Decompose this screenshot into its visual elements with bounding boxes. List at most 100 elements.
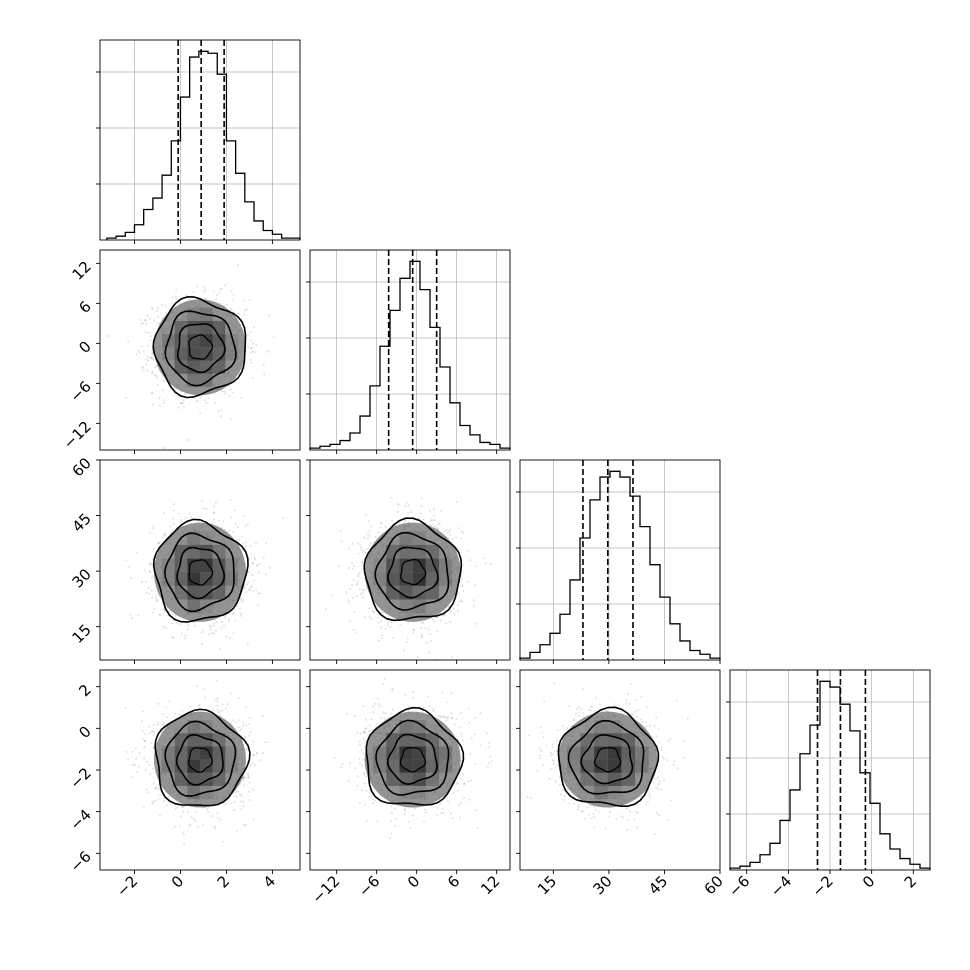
scatter-point bbox=[237, 696, 240, 699]
scatter-point bbox=[421, 635, 424, 638]
scatter-point bbox=[254, 558, 257, 561]
scatter-point bbox=[255, 564, 258, 567]
scatter-point bbox=[182, 810, 185, 813]
scatter-point bbox=[370, 618, 373, 621]
scatter-point bbox=[257, 571, 260, 574]
scatter-point bbox=[266, 350, 269, 353]
scatter-point bbox=[255, 343, 258, 346]
density-bin bbox=[174, 320, 188, 335]
axes-frame bbox=[519, 459, 721, 661]
scatter-point bbox=[150, 306, 153, 309]
scatter-point bbox=[254, 542, 257, 545]
scatter-point bbox=[137, 349, 140, 352]
scatter-point bbox=[432, 507, 435, 510]
scatter-point bbox=[175, 288, 178, 291]
scatter-point bbox=[162, 625, 165, 628]
scatter-point bbox=[251, 350, 254, 353]
scatter-point bbox=[209, 628, 212, 631]
histogram-step-line bbox=[106, 50, 301, 240]
scatter-point bbox=[162, 379, 165, 382]
scatter-point bbox=[208, 397, 211, 400]
scatter-point bbox=[407, 521, 410, 524]
scatter-point bbox=[249, 351, 252, 354]
scatter-point bbox=[243, 587, 246, 590]
scatter-point bbox=[213, 511, 216, 514]
scatter-point bbox=[216, 620, 219, 623]
scatter-point bbox=[177, 512, 180, 515]
scatter-point bbox=[430, 640, 433, 643]
scatter-point bbox=[174, 295, 177, 298]
scatter-point bbox=[455, 536, 458, 539]
scatter-point bbox=[171, 636, 174, 639]
scatter-point bbox=[430, 523, 433, 526]
scatter-point bbox=[246, 642, 249, 645]
contour-line bbox=[163, 532, 235, 613]
scatter-point bbox=[466, 549, 469, 552]
scatter-point bbox=[239, 612, 242, 615]
scatter-point bbox=[349, 620, 352, 623]
contour-line bbox=[152, 518, 249, 623]
scatter-point bbox=[171, 622, 174, 625]
scatter-point bbox=[432, 514, 435, 517]
density-bin bbox=[399, 599, 413, 614]
scatter-point bbox=[235, 829, 238, 832]
scatter-point bbox=[387, 624, 390, 627]
scatter-point bbox=[407, 504, 410, 507]
scatter-point bbox=[205, 507, 208, 510]
x-tick-label: −2 bbox=[808, 872, 836, 900]
scatter-point bbox=[406, 640, 409, 643]
density-bin bbox=[212, 585, 226, 600]
scatter-point bbox=[453, 612, 456, 615]
scatter-point bbox=[364, 552, 367, 555]
scatter-point bbox=[152, 802, 155, 805]
scatter-point bbox=[249, 331, 252, 334]
scatter-point bbox=[202, 823, 205, 826]
scatter-point bbox=[151, 352, 154, 355]
scatter-point bbox=[351, 562, 354, 565]
scatter-point bbox=[250, 347, 253, 350]
scatter-point bbox=[150, 563, 153, 566]
scatter-point bbox=[194, 624, 197, 627]
scatter-point bbox=[453, 602, 456, 605]
scatter-point bbox=[215, 679, 218, 682]
scatter-point bbox=[449, 609, 452, 612]
histogram-panel-0 bbox=[96, 39, 301, 244]
scatter-point bbox=[157, 541, 160, 544]
scatter-point bbox=[457, 527, 460, 530]
scatter-point bbox=[445, 528, 448, 531]
density-bin bbox=[212, 360, 226, 374]
scatter-point bbox=[371, 610, 374, 613]
scatter-point bbox=[196, 399, 199, 402]
scatter-point bbox=[206, 807, 209, 810]
axes-frame bbox=[99, 249, 301, 451]
scatter-point bbox=[151, 307, 154, 310]
scatter-point bbox=[163, 402, 166, 405]
scatter-point bbox=[246, 583, 249, 586]
scatter-point bbox=[163, 533, 166, 536]
density-bin bbox=[187, 360, 200, 374]
scatter-point bbox=[429, 632, 432, 635]
scatter-point bbox=[359, 593, 362, 596]
density-bin bbox=[412, 544, 426, 559]
scatter-point bbox=[237, 312, 240, 315]
scatter-point bbox=[251, 562, 254, 565]
scatter-point bbox=[460, 599, 463, 602]
scatter-point bbox=[172, 636, 175, 639]
scatter-point bbox=[379, 521, 382, 524]
y-tick-label: 12 bbox=[69, 257, 95, 283]
scatter-point bbox=[361, 561, 364, 564]
scatter-point bbox=[160, 303, 163, 306]
scatter-point bbox=[377, 531, 380, 534]
scatter-point bbox=[183, 405, 186, 408]
scatter-point bbox=[437, 523, 440, 526]
scatter-point bbox=[381, 634, 384, 637]
scatter-point bbox=[172, 503, 175, 506]
scatter-point bbox=[234, 523, 237, 526]
scatter-point bbox=[249, 588, 252, 591]
scatter-point bbox=[180, 402, 183, 405]
scatter-point bbox=[169, 525, 172, 528]
scatter-point bbox=[222, 520, 225, 523]
density-bin bbox=[187, 599, 200, 614]
scatter-point bbox=[374, 536, 377, 539]
